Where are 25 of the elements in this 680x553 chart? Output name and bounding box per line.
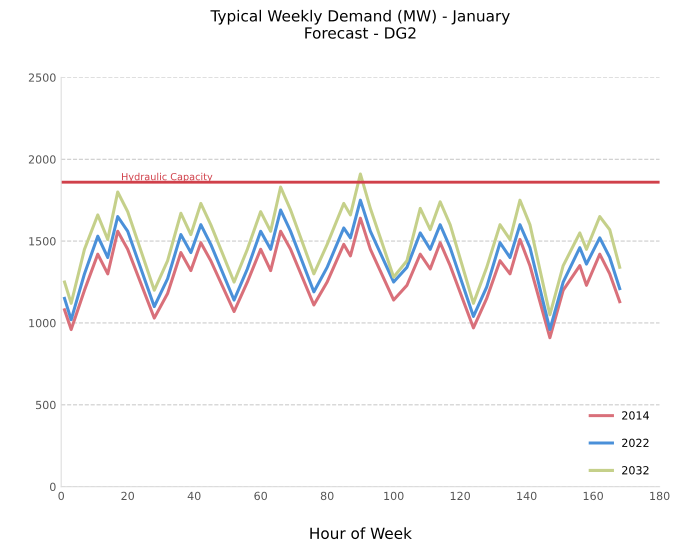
line-series — [62, 172, 622, 316]
y-tick-label: 500 — [36, 400, 56, 410]
y-tick-label: 1500 — [29, 237, 56, 246]
x-tick-label: 20 — [121, 492, 134, 500]
y-tick-label: 2500 — [28, 73, 56, 82]
x-tick-label: 120 — [450, 492, 470, 500]
x-axis-title: Hour of Week — [310, 527, 412, 540]
x-tick-label: 80 — [320, 492, 334, 500]
y-tick-label: 0 — [50, 482, 56, 492]
y-tick-label: 2000 — [28, 155, 56, 164]
x-tick-label: 0 — [58, 492, 64, 500]
x-tick-label: 100 — [384, 492, 404, 500]
line-series — [62, 198, 622, 332]
legend-label: 2014 — [622, 411, 649, 420]
chart-title: Typical Weekly Demand (MW) - January Forecast - DG2 — [210, 10, 510, 39]
x-tick-label: 40 — [188, 492, 201, 500]
legend-label: 2032 — [622, 466, 648, 474]
y-tick-label: 1000 — [29, 318, 56, 328]
x-tick-label: 60 — [254, 492, 267, 500]
line-series — [62, 216, 622, 340]
ref-line-label: Hydraulic Capacity — [122, 172, 212, 182]
x-tick-label: 140 — [517, 492, 536, 500]
x-tick-label: 160 — [584, 492, 603, 500]
x-tick-label: 180 — [650, 492, 670, 500]
legend-label: 2022 — [622, 438, 648, 448]
